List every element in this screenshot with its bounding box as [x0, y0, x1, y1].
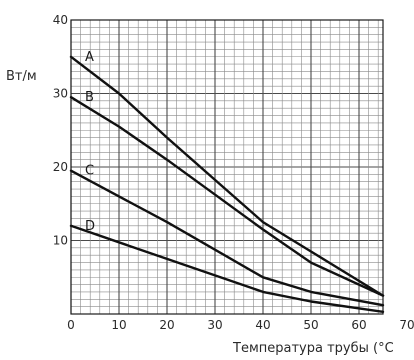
series-line-c: [69, 169, 385, 307]
x-axis-title: Температура трубы (°C: [232, 341, 394, 356]
x-tick-label: 40: [255, 318, 270, 332]
x-tick-label: 60: [351, 318, 366, 332]
series-labels: A B C D: [85, 50, 95, 234]
x-tick-label: 10: [111, 318, 126, 332]
y-tick-label: 10: [53, 234, 68, 248]
x-tick-label: 0: [67, 318, 75, 332]
y-tick-label: 40: [53, 13, 68, 27]
series-label-c: C: [85, 164, 94, 179]
series-line-b: [69, 95, 385, 297]
series-label-b: B: [85, 90, 94, 105]
y-tick-labels: 10 20 30 40: [53, 13, 68, 248]
series-line-a: [69, 55, 385, 297]
y-tick-label: 20: [53, 160, 68, 174]
x-tick-label: 30: [207, 318, 222, 332]
x-tick-labels: 0 10 20 30 40 50 60 70: [67, 318, 414, 332]
x-tick-label: 50: [303, 318, 318, 332]
series-lines: [69, 55, 385, 313]
series-label-d: D: [85, 219, 95, 234]
y-tick-label: 30: [53, 87, 68, 101]
y-axis-title: Вт/м: [6, 69, 37, 84]
plot-frame: [70, 19, 384, 315]
grid: [70, 19, 383, 315]
series-line-d: [69, 224, 385, 313]
x-tick-label: 70: [399, 318, 414, 332]
x-tick-label: 20: [159, 318, 174, 332]
series-label-a: A: [85, 50, 94, 65]
